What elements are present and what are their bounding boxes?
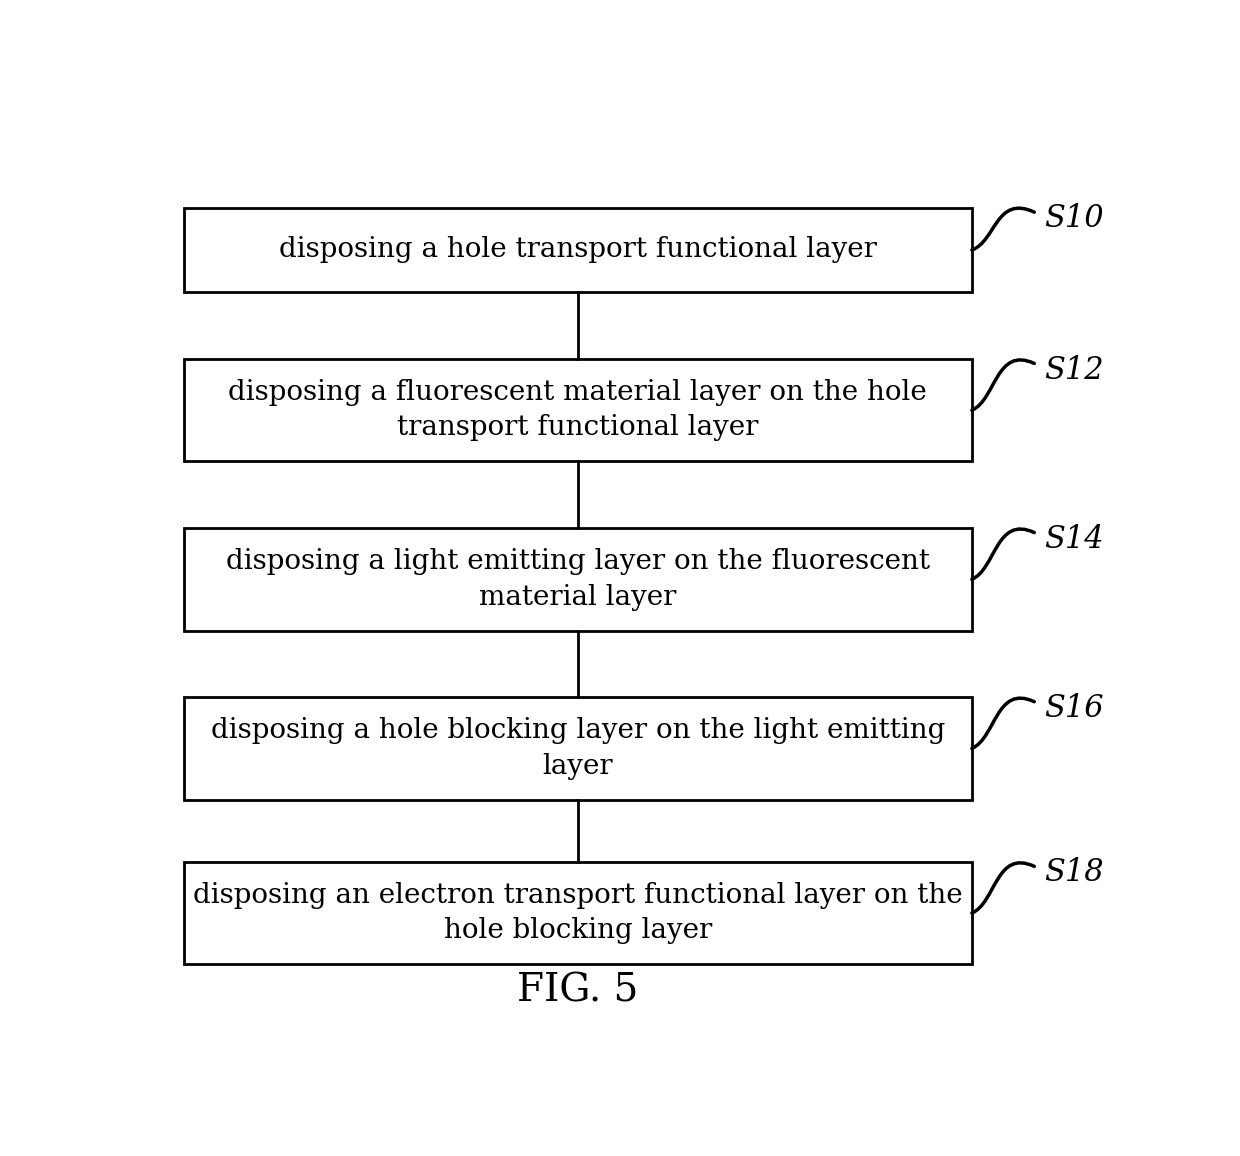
Text: S14: S14 (1044, 524, 1104, 555)
Text: disposing a fluorescent material layer on the hole
transport functional layer: disposing a fluorescent material layer o… (228, 379, 928, 442)
Text: disposing a hole blocking layer on the light emitting
layer: disposing a hole blocking layer on the l… (211, 717, 945, 779)
Text: S12: S12 (1044, 355, 1104, 386)
Text: S10: S10 (1044, 203, 1104, 235)
Bar (184, 697, 972, 800)
Text: S16: S16 (1044, 692, 1104, 724)
Bar (184, 208, 972, 292)
Text: disposing an electron transport functional layer on the
hole blocking layer: disposing an electron transport function… (193, 882, 962, 944)
Text: disposing a light emitting layer on the fluorescent
material layer: disposing a light emitting layer on the … (226, 548, 930, 610)
Bar (184, 862, 972, 964)
Bar (184, 360, 972, 461)
Text: FIG. 5: FIG. 5 (517, 973, 639, 1010)
Bar (184, 528, 972, 630)
Text: S18: S18 (1044, 858, 1104, 889)
Text: disposing a hole transport functional layer: disposing a hole transport functional la… (279, 237, 877, 264)
